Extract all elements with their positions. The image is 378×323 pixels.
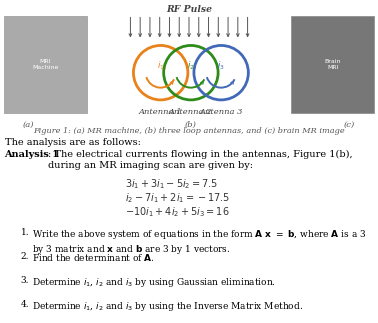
Text: 2.: 2. xyxy=(21,252,29,261)
Text: Antenna 2: Antenna 2 xyxy=(169,108,213,116)
Text: $3i_1 + 3i_1 - 5i_2 = 7.5$: $3i_1 + 3i_1 - 5i_2 = 7.5$ xyxy=(125,178,218,192)
Text: Find the determinant of $\mathbf{A}$.: Find the determinant of $\mathbf{A}$. xyxy=(32,252,155,263)
Text: $-10i_1 + 4i_2 + 5i_3 = 16$: $-10i_1 + 4i_2 + 5i_3 = 16$ xyxy=(125,205,229,219)
Text: Analysis 1: Analysis 1 xyxy=(5,150,59,159)
Text: 1.: 1. xyxy=(21,228,29,237)
Text: $i_2$: $i_2$ xyxy=(187,60,195,72)
Text: RF Pulse: RF Pulse xyxy=(166,5,212,14)
Text: : The electrical currents flowing in the antennas, Figure 1(b), during an MR ima: : The electrical currents flowing in the… xyxy=(48,150,353,170)
Text: Determine $i_1$, $i_2$ and $i_3$ by using Gaussian elimination.: Determine $i_1$, $i_2$ and $i_3$ by usin… xyxy=(32,276,276,289)
Text: (a): (a) xyxy=(23,121,34,129)
Text: (b): (b) xyxy=(185,121,197,129)
Text: Antenna 1: Antenna 1 xyxy=(139,108,183,116)
Text: Determine $i_1$, $i_2$ and $i_3$ by using the Inverse Matrix Method.: Determine $i_1$, $i_2$ and $i_3$ by usin… xyxy=(32,300,303,313)
FancyBboxPatch shape xyxy=(4,16,87,113)
FancyBboxPatch shape xyxy=(291,16,374,113)
Text: Figure 1: (a) MR machine, (b) three loop antennas, and (c) brain MR image: Figure 1: (a) MR machine, (b) three loop… xyxy=(33,127,345,135)
Text: Write the above system of equations in the form $\mathbf{A}$ $\mathbf{x}$ $=$ $\: Write the above system of equations in t… xyxy=(32,228,366,255)
Text: The analysis are as follows:: The analysis are as follows: xyxy=(5,138,140,147)
Text: Brain
MRI: Brain MRI xyxy=(324,59,341,70)
Text: MRI
Machine: MRI Machine xyxy=(32,59,59,70)
Text: 3.: 3. xyxy=(21,276,29,285)
Text: 4.: 4. xyxy=(21,300,29,309)
Text: Antenna 3: Antenna 3 xyxy=(199,108,243,116)
Text: (c): (c) xyxy=(344,121,355,129)
Text: $i_3$: $i_3$ xyxy=(217,60,225,72)
Text: $i_1$: $i_1$ xyxy=(157,60,164,72)
Text: $i_2 - 7i_1 + 2i_1 = -17.5$: $i_2 - 7i_1 + 2i_1 = -17.5$ xyxy=(125,191,230,205)
